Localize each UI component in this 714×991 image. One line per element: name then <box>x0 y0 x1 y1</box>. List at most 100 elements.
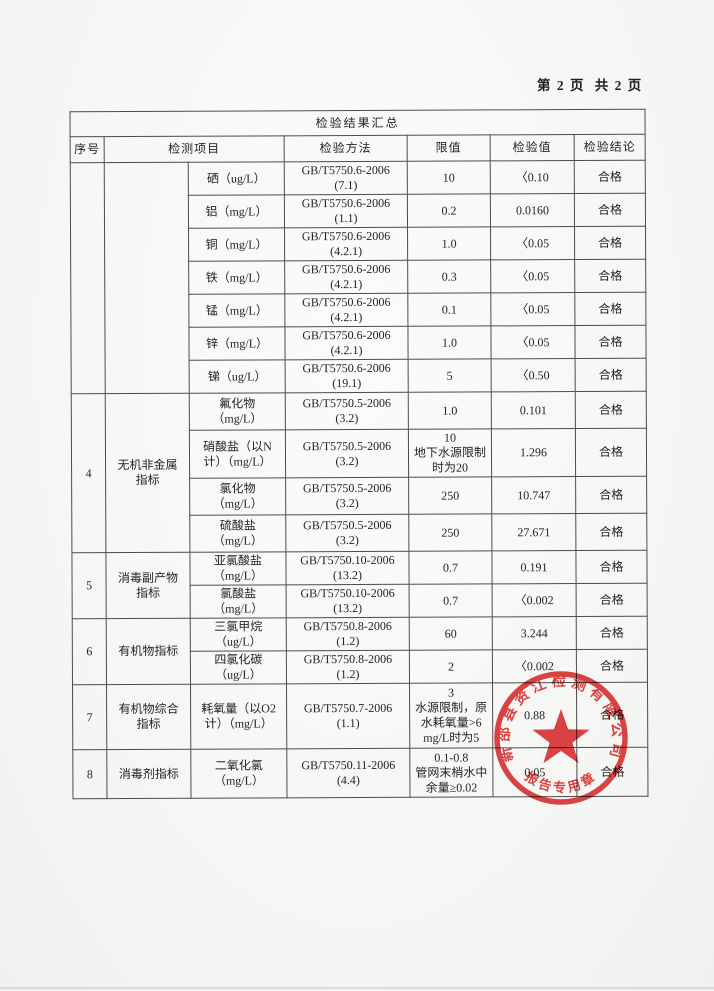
col-header-seq: 序号 <box>70 136 105 163</box>
group-seq-cell: 5 <box>71 552 107 619</box>
group-seq-cell: 6 <box>72 618 107 685</box>
limit-cell: 60 <box>409 616 493 651</box>
item-cell: 四氯化碳 （ug/L） <box>190 650 287 685</box>
item-cell: 亚氯酸盐 （mg/L） <box>189 551 287 586</box>
value-cell: 〈0.50 <box>491 358 576 392</box>
group-seq-cell <box>70 162 106 394</box>
limit-cell: 250 <box>408 476 492 515</box>
group-name-cell: 消毒副产物 指标 <box>105 552 191 619</box>
method-cell: GB/T5750.6-2006 (4.2.1) <box>284 260 408 294</box>
result-cell: 合格 <box>576 616 648 650</box>
method-cell: GB/T5750.5-2006 (3.2) <box>285 392 409 430</box>
method-cell: GB/T5750.11-2006 (4.4) <box>286 748 410 798</box>
value-cell: 10.747 <box>491 476 576 514</box>
value-cell: 〈0.05 <box>490 325 576 359</box>
page-number: 第 2 页 共 2 页 <box>537 78 643 93</box>
value-cell: 〈0.002 <box>492 649 577 683</box>
method-cell: GB/T5750.6-2006 (4.2.1) <box>284 326 409 360</box>
table-row: 8 消毒剂指标 二氧化氯 （mg/L） GB/T5750.11-2006 (4.… <box>72 747 649 799</box>
table-row: 7 有机物综合 指标 耗氧量（以O2 计）（mg/L） GB/T5750.7-2… <box>72 682 648 750</box>
result-cell: 合格 <box>575 476 647 514</box>
result-cell: 合格 <box>576 682 648 748</box>
result-cell: 合格 <box>575 358 647 392</box>
method-cell: GB/T5750.5-2006 (3.2) <box>285 477 409 515</box>
result-cell: 合格 <box>574 226 646 260</box>
value-cell: 〈0.05 <box>490 259 575 293</box>
limit-cell: 250 <box>408 513 492 552</box>
group-name-cell <box>104 162 190 394</box>
result-cell: 合格 <box>575 550 648 584</box>
value-cell: 〈0.10 <box>490 160 575 194</box>
col-header-limit: 限值 <box>407 134 491 162</box>
result-cell: 合格 <box>574 259 646 293</box>
item-cell: 铝（mg/L） <box>188 194 285 229</box>
item-cell: 铜（mg/L） <box>188 227 285 262</box>
item-cell: 氯化物 （mg/L） <box>189 477 286 516</box>
limit-cell: 1.0 <box>407 226 491 261</box>
group-seq-cell: 4 <box>71 393 106 553</box>
item-cell: 氯酸盐 （mg/L） <box>190 584 287 619</box>
item-cell: 耗氧量（以O2 计）（mg/L） <box>190 683 287 750</box>
limit-cell: 5 <box>408 358 492 393</box>
item-cell: 硝酸盐（以N 计）（mg/L） <box>189 429 286 479</box>
result-cell: 合格 <box>575 391 647 429</box>
table-row: 6 有机物指标 三氯甲烷 （ug/L） GB/T5750.8-2006 (1.2… <box>72 616 648 685</box>
item-cell: 铁（mg/L） <box>188 260 285 295</box>
value-cell: 1.296 <box>491 428 576 477</box>
value-cell: 27.671 <box>491 513 576 551</box>
item-cell: 三氯甲烷 （ug/L） <box>190 617 287 652</box>
header-row: 序号 检测项目 检验方法 限值 检验值 检验结论 <box>70 134 646 163</box>
result-cell: 合格 <box>576 583 648 617</box>
scan-bottom-edge <box>0 987 714 989</box>
method-cell: GB/T5750.10-2006 (13.2) <box>286 584 410 618</box>
result-cell: 合格 <box>574 325 647 359</box>
value-cell: 0.0160 <box>490 193 575 227</box>
value-cell: 0.101 <box>491 391 576 429</box>
value-cell: 0.191 <box>491 550 577 584</box>
group-name-cell: 有机物综合 指标 <box>106 684 191 750</box>
col-header-method: 检验方法 <box>284 135 408 162</box>
method-cell: GB/T5750.6-2006 (4.2.1) <box>284 293 408 327</box>
limit-cell: 10 地下水源限制 时为20 <box>408 428 492 478</box>
col-header-result: 检验结论 <box>574 134 646 161</box>
limit-cell: 2 <box>409 649 493 684</box>
item-cell: 硫酸盐 （mg/L） <box>189 514 286 553</box>
value-cell: 〈0.05 <box>490 226 575 260</box>
value-cell: 〈0.002 <box>492 583 577 617</box>
group-name-cell: 消毒剂指标 <box>106 749 192 799</box>
result-cell: 合格 <box>576 747 649 797</box>
method-cell: GB/T5750.5-2006 (3.2) <box>285 514 409 552</box>
group-name-cell: 无机非金属 指标 <box>105 393 190 553</box>
table-row: 5 消毒副产物 指标 亚氯酸盐 （mg/L） GB/T5750.10-2006 … <box>71 550 648 619</box>
limit-cell: 0.1 <box>407 292 491 327</box>
result-cell: 合格 <box>574 193 646 227</box>
method-cell: GB/T5750.8-2006 (1.2) <box>286 617 410 651</box>
method-cell: GB/T5750.8-2006 (1.2) <box>286 650 410 684</box>
item-cell: 锌（mg/L） <box>188 326 286 361</box>
col-header-value: 检验值 <box>490 134 575 161</box>
limit-cell: 0.1-0.8 管网末梢水中 余量≥0.02 <box>409 747 493 798</box>
group-name-cell: 有机物指标 <box>106 618 191 685</box>
result-cell: 合格 <box>576 649 648 683</box>
result-cell: 合格 <box>575 513 648 551</box>
limit-cell: 0.3 <box>407 259 491 294</box>
table-title: 检验结果汇总 <box>70 109 646 137</box>
value-cell: 0.05 <box>492 747 577 797</box>
group-seq-cell: 7 <box>72 684 107 750</box>
group-seq-cell: 8 <box>72 749 108 799</box>
results-table: 检验结果汇总 序号 检测项目 检验方法 限值 检验值 检验结论 硒（ug/L） … <box>70 109 649 800</box>
method-cell: GB/T5750.6-2006 (1.1) <box>284 194 408 228</box>
value-cell: 〈0.05 <box>490 292 575 326</box>
item-cell: 二氧化氯 （mg/L） <box>190 748 287 799</box>
item-cell: 硒（ug/L） <box>188 161 285 196</box>
method-cell: GB/T5750.5-2006 (3.2) <box>285 429 409 478</box>
limit-cell: 10 <box>407 160 491 195</box>
item-cell: 锑（ug/L） <box>189 359 286 394</box>
result-cell: 合格 <box>575 428 647 477</box>
limit-cell: 1.0 <box>408 391 492 430</box>
value-cell: 0.88 <box>492 682 577 748</box>
limit-cell: 1.0 <box>407 325 492 360</box>
value-cell: 3.244 <box>492 616 577 650</box>
method-cell: GB/T5750.6-2006 (7.1) <box>284 161 408 195</box>
method-cell: GB/T5750.7-2006 (1.1) <box>286 683 410 749</box>
